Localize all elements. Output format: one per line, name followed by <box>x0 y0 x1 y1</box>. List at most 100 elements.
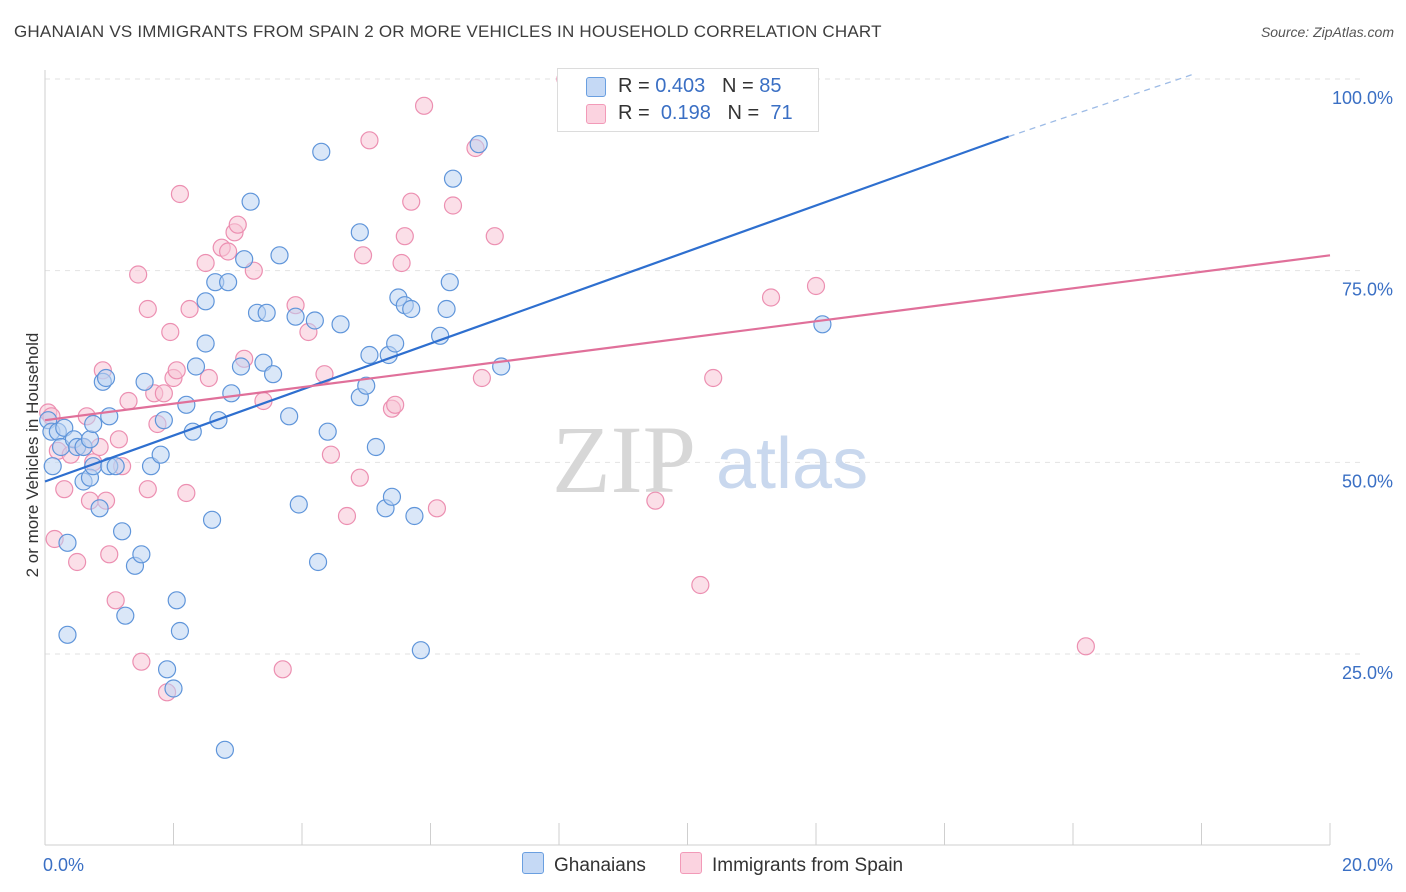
point-spain <box>68 552 87 572</box>
legend-row-ghanaians: R = 0.403 N = 85 <box>618 75 781 98</box>
point-ghanaians <box>58 625 77 644</box>
point-ghanaians <box>360 345 379 365</box>
point-ghanaians <box>164 679 183 698</box>
point-ghanaians <box>196 292 215 311</box>
point-ghanaians <box>318 422 337 441</box>
point-ghanaians <box>186 357 206 376</box>
point-ghanaians <box>241 192 260 211</box>
legend-label-spain: Immigrants from Spain <box>712 855 904 876</box>
n-value: 71 <box>770 102 793 124</box>
point-spain <box>228 215 247 234</box>
point-spain <box>161 322 180 342</box>
point-ghanaians <box>305 311 324 330</box>
point-ghanaians <box>151 445 170 464</box>
point-ghanaians <box>286 307 305 326</box>
y-tick-label: 25.0% <box>1342 663 1393 683</box>
point-ghanaians <box>135 372 154 391</box>
point-spain <box>138 480 157 499</box>
legend-swatch-spain <box>680 852 702 874</box>
y-tick-label: 100.0% <box>1332 88 1393 108</box>
legend-label-ghanaians: Ghanaians <box>554 855 646 876</box>
point-spain <box>321 445 341 464</box>
point-ghanaians <box>112 522 132 541</box>
point-ghanaians <box>366 437 385 457</box>
point-ghanaians <box>443 169 463 188</box>
point-ghanaians <box>357 376 376 395</box>
series-spain-points <box>39 69 1095 702</box>
r-value: 0.403 <box>655 75 706 97</box>
point-spain <box>199 368 218 388</box>
point-spain <box>167 361 186 380</box>
r-label: R = <box>618 75 656 97</box>
point-ghanaians <box>154 411 173 430</box>
n-label: N = <box>727 102 765 124</box>
point-ghanaians <box>411 641 430 660</box>
point-spain <box>350 468 369 487</box>
point-spain <box>177 483 196 503</box>
y-axis-label: 2 or more Vehicles in Household <box>23 333 42 578</box>
point-ghanaians <box>167 591 186 610</box>
point-ghanaians <box>196 334 215 353</box>
point-ghanaians <box>312 142 331 161</box>
r-value: 0.198 <box>660 102 711 124</box>
chart-title: GHANAIAN VS IMMIGRANTS FROM SPAIN 2 OR M… <box>14 22 882 41</box>
point-spain <box>386 395 405 414</box>
point-spain <box>443 196 463 215</box>
point-spain <box>414 96 434 115</box>
legend-swatch-ghanaians <box>586 77 606 97</box>
point-ghanaians <box>219 273 238 292</box>
point-spain <box>106 591 125 610</box>
bottom-legend-ghanaians: Ghanaians <box>522 852 646 877</box>
point-ghanaians <box>132 545 151 564</box>
point-ghanaians <box>331 315 350 334</box>
watermark: ZIP atlas <box>552 406 868 513</box>
trend-lines <box>44 73 1331 483</box>
point-ghanaians <box>280 407 299 426</box>
trend-line-ghanaians-extension <box>1008 73 1196 138</box>
watermark-atlas: atlas <box>716 424 868 504</box>
point-spain <box>427 499 447 518</box>
watermark-zip: ZIP <box>552 406 696 513</box>
tick-labels: 25.0% 50.0% 75.0% 100.0% 0.0% 20.0% <box>43 88 1393 875</box>
point-ghanaians <box>350 223 369 242</box>
point-ghanaians <box>157 660 177 679</box>
point-spain <box>360 131 379 150</box>
point-ghanaians <box>263 365 283 384</box>
x-tick-label: 20.0% <box>1342 855 1393 875</box>
point-ghanaians <box>437 299 456 319</box>
point-spain <box>704 368 723 388</box>
point-ghanaians <box>58 533 77 552</box>
source-label: Source: ZipAtlas.com <box>1260 24 1394 40</box>
point-ghanaians <box>289 495 308 514</box>
point-ghanaians <box>177 395 196 414</box>
point-spain <box>1076 637 1095 656</box>
point-spain <box>154 384 173 403</box>
point-spain <box>273 660 292 679</box>
point-spain <box>180 299 199 319</box>
point-ghanaians <box>90 499 109 518</box>
legend-swatch-spain <box>586 104 606 124</box>
point-spain <box>337 506 357 526</box>
legend-swatch-ghanaians <box>522 852 544 874</box>
point-spain <box>109 430 128 449</box>
point-spain <box>100 545 119 564</box>
point-ghanaians <box>116 606 135 625</box>
point-spain <box>138 299 157 319</box>
point-spain <box>485 227 504 246</box>
point-ghanaians <box>308 552 328 572</box>
point-ghanaians <box>96 368 116 388</box>
point-spain <box>691 575 710 595</box>
trend-line-spain <box>44 254 1331 422</box>
bottom-legend-spain: Immigrants from Spain <box>680 852 903 877</box>
point-spain <box>219 242 238 261</box>
trend-line-ghanaians <box>44 135 1010 483</box>
point-spain <box>761 288 781 307</box>
point-spain <box>196 253 215 273</box>
point-spain <box>132 652 151 671</box>
point-spain <box>129 265 148 284</box>
y-tick-label: 50.0% <box>1342 471 1393 491</box>
point-spain <box>472 368 491 388</box>
point-ghanaians <box>431 326 450 345</box>
point-spain <box>170 184 190 204</box>
